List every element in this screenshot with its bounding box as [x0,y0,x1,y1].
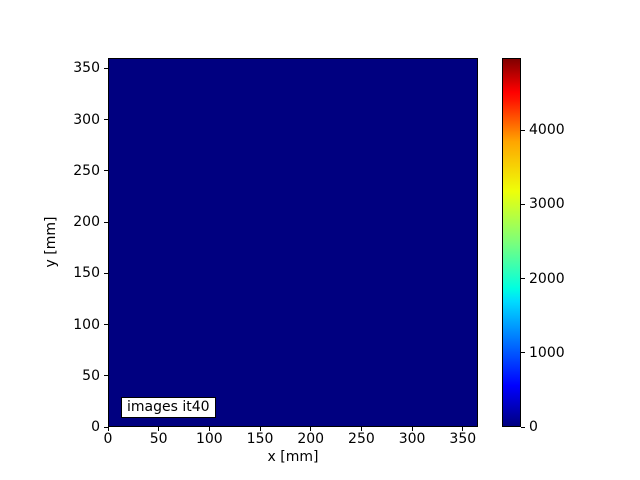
x-tick-label: 200 [297,431,325,447]
x-tick-label: 100 [195,431,223,447]
y-tick-label: 150 [73,265,100,282]
x-axis-label: x [mm] [267,449,319,465]
x-tick [158,427,160,431]
colorbar-tick [521,203,525,205]
y-tick [104,119,108,120]
y-tick-label: 250 [73,162,100,179]
annotation-box: images it40 [121,397,216,418]
colorbar-tick [521,129,525,131]
heatmap-plot-area: images it40 [108,58,478,427]
x-tick-label: 300 [398,431,426,447]
y-tick-label: 350 [73,60,100,77]
x-tick-label: 350 [449,431,477,447]
colorbar-gradient [502,58,521,427]
y-tick [104,272,108,274]
colorbar-tick [521,278,525,279]
y-tick [104,67,108,69]
y-tick-label: 100 [73,316,100,333]
y-tick [104,221,108,223]
y-axis-label: y [mm] [43,216,59,268]
y-tick [104,324,108,325]
colorbar-tick [521,352,525,354]
y-tick-label: 200 [73,214,100,230]
y-tick-label: 50 [82,367,100,384]
x-tick [360,427,362,431]
y-tick [104,170,108,172]
y-tick [104,426,108,428]
x-tick [107,427,109,431]
colorbar-tick-label: 2000 [529,270,565,287]
x-tick-label: 250 [348,431,375,447]
y-tick-label: 0 [91,419,100,435]
x-tick [259,427,261,431]
x-tick [208,427,210,431]
x-tick-label: 150 [246,431,274,447]
colorbar-tick [521,426,525,428]
colorbar-tick-label: 3000 [529,196,565,213]
x-tick-label: 50 [149,431,168,447]
x-tick [411,427,413,431]
y-tick-label: 300 [73,111,100,128]
x-tick-label: 0 [103,431,113,447]
colorbar-tick-label: 4000 [529,122,565,139]
annotation-label: images it40 [127,399,210,415]
y-tick [104,375,108,377]
colorbar-tick-label: 0 [529,419,538,435]
x-tick [462,427,464,431]
x-tick [310,427,312,431]
colorbar-tick-label: 1000 [529,344,565,361]
